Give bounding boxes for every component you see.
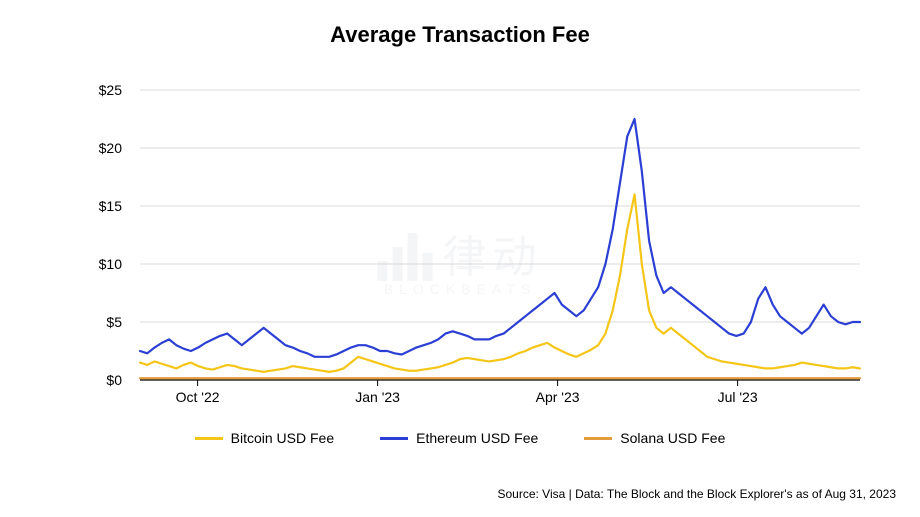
y-tick-label: $5	[106, 314, 122, 330]
legend-label: Solana USD Fee	[620, 430, 725, 446]
source-text: Source: Visa | Data: The Block and the B…	[497, 487, 896, 501]
x-tick-label: Jan '23	[355, 389, 400, 405]
legend-item: Solana USD Fee	[584, 430, 725, 446]
legend-item: Bitcoin USD Fee	[195, 430, 334, 446]
y-tick-label: $15	[99, 198, 123, 214]
x-tick-label: Jul '23	[718, 389, 758, 405]
x-tick-label: Apr '23	[536, 389, 580, 405]
y-tick-label: $25	[99, 82, 123, 98]
y-tick-label: $10	[99, 256, 123, 272]
chart-svg: $0$5$10$15$20$25Oct '22Jan '23Apr '23Jul…	[130, 80, 870, 410]
legend: Bitcoin USD Fee Ethereum USD Fee Solana US…	[0, 430, 920, 446]
series-line	[140, 119, 860, 357]
legend-label: Ethereum USD Fee	[416, 430, 538, 446]
legend-swatch-icon	[584, 437, 612, 440]
y-tick-label: $20	[99, 140, 123, 156]
legend-item: Ethereum USD Fee	[380, 430, 538, 446]
x-tick-label: Oct '22	[176, 389, 220, 405]
chart-area: $0$5$10$15$20$25Oct '22Jan '23Apr '23Jul…	[130, 80, 870, 410]
series-line	[140, 194, 860, 371]
legend-swatch-icon	[195, 437, 223, 440]
legend-swatch-icon	[380, 437, 408, 440]
legend-label: Bitcoin USD Fee	[231, 430, 334, 446]
y-tick-label: $0	[106, 372, 122, 388]
chart-title: Average Transaction Fee	[0, 0, 920, 48]
